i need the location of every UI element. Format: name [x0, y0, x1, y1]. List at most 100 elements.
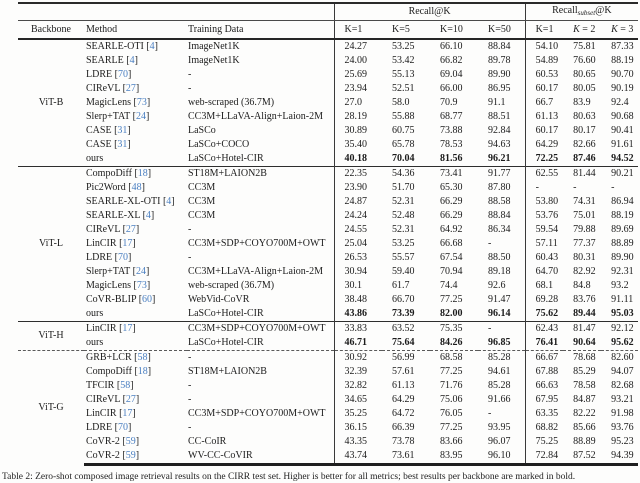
method-name: Pic2Word [86, 182, 126, 193]
method-cell: CASE [31] [84, 138, 187, 152]
recall-subset-value: 94.39 [601, 449, 639, 466]
recall-value: 78.53 [440, 139, 463, 150]
recall-value: 66.10 [440, 41, 463, 52]
method-cell: ours [84, 307, 187, 322]
citation-link[interactable]: [70] [112, 252, 132, 263]
citation-link[interactable]: [73] [131, 280, 151, 291]
citation-link[interactable]: [31] [111, 125, 131, 136]
method-cell: CompoDiff [18] [84, 365, 187, 379]
recall-value: 82.00 [440, 308, 463, 319]
column-header-backbone: Backbone [18, 20, 84, 40]
training-data-cell: LaSCo+COCO [188, 139, 250, 150]
citation-link[interactable]: [60] [136, 294, 156, 305]
recall-value: 53.42 [392, 55, 415, 66]
recall-subset-value: 75.25 [524, 435, 564, 449]
citation-link[interactable]: [58] [131, 352, 151, 363]
training-data-cell: CC3M+SDP+COYO700M+OWT [187, 321, 335, 336]
table-row: ours LaSCo+Hotel-CIR 46.71 75.64 84.26 96.85 7… [18, 336, 638, 351]
recall-value: 22.35 [333, 166, 383, 181]
method-name: ours [86, 153, 104, 164]
citation-link[interactable]: [59] [119, 450, 140, 461]
citation-link[interactable]: [31] [111, 139, 131, 150]
method-name: LDRE [86, 252, 113, 263]
recall-value: 66.39 [392, 422, 415, 433]
citation-link[interactable]: [27] [120, 83, 140, 94]
citation-link[interactable]: [17] [116, 323, 136, 334]
table-row: Slerp+TAT [24] CC3M+LLaVA-Align+Laion-2M 2… [18, 110, 638, 124]
recall-value: 88.51 [488, 111, 511, 122]
recall-subset-value: 62.55 [524, 166, 564, 181]
recall-subset-value: 61.13 [524, 110, 564, 124]
method-cell: LinCIR [17] [84, 321, 187, 336]
training-data-cell: web-scraped (36.7M) [188, 280, 275, 291]
citation-link[interactable]: [18] [131, 366, 152, 377]
recall-value: 68.77 [440, 111, 463, 122]
recall-subset-value: 80.63 [573, 111, 596, 122]
recall-value: 91.1 [488, 97, 506, 108]
recall-subset-value: 92.31 [611, 266, 634, 277]
table-row: LDRE [70] -25.69 55.13 69.04 89.90 60.53 80.65… [18, 68, 638, 82]
citation-link[interactable]: [27] [120, 224, 140, 235]
recall-subset-value: 85.29 [573, 366, 596, 377]
citation-link[interactable]: [18] [131, 168, 152, 179]
method-cell: CoVR-2 [59] [84, 435, 187, 449]
recall-subset-value: 88.89 [573, 436, 596, 447]
training-data-cell: - [188, 83, 192, 94]
method-name: CASE [86, 125, 112, 136]
recall-value: 64.29 [392, 394, 415, 405]
citation-link[interactable]: [70] [112, 69, 132, 80]
recall-subset-value: 93.2 [611, 280, 629, 291]
citation-link[interactable]: [4] [143, 41, 158, 52]
recall-subset-value: 93.21 [611, 394, 634, 405]
citation-link[interactable]: [4] [160, 196, 175, 207]
recall-value: 24.24 [333, 209, 383, 223]
citation-link[interactable]: [4] [123, 55, 138, 66]
recall-value: 71.76 [440, 380, 463, 391]
recall-subset-value: 76.41 [524, 336, 564, 351]
recall-subset-value: 63.35 [524, 407, 564, 421]
citation-link[interactable]: [48] [125, 182, 145, 193]
citation-link[interactable]: [4] [140, 210, 155, 221]
method-name: CoVR-BLIP [86, 294, 137, 305]
citation-link[interactable]: [24] [130, 111, 150, 122]
citation-link[interactable]: [24] [130, 266, 150, 277]
method-cell: CompoDiff [18] [84, 166, 187, 181]
citation-link[interactable]: [59] [119, 436, 140, 447]
method-cell: LDRE [70] [84, 421, 187, 435]
training-data-cell: WV-CC-CoVIR [187, 449, 335, 466]
subset-k2-var: K [573, 23, 580, 35]
recall-value: 33.83 [333, 321, 383, 336]
training-data-cell: ImageNet1K [188, 55, 240, 66]
recall-value: 94.63 [488, 139, 511, 150]
recall-value: 51.70 [392, 182, 415, 193]
recall-value: 27.0 [333, 96, 383, 110]
recall-value: - [478, 321, 526, 336]
recall-subset-value: 82.22 [573, 408, 596, 419]
recall-value: 89.78 [488, 55, 511, 66]
citation-link[interactable]: [73] [131, 97, 151, 108]
citation-link[interactable]: [70] [112, 422, 132, 433]
citation-link[interactable]: [58] [114, 380, 134, 391]
citation-link[interactable]: [17] [116, 408, 136, 419]
recall-subset-value: - [611, 182, 615, 193]
citation-link[interactable]: [27] [120, 394, 140, 405]
recall-subset-value: - [524, 181, 564, 195]
results-table-wrap: Recall@K Recallsubset@K Backbone Method … [18, 2, 639, 466]
recall-subset-value: 94.52 [611, 153, 634, 164]
recall-subset-subscript: subset [577, 9, 596, 17]
recall-value: 25.69 [333, 68, 383, 82]
recall-value: 66.82 [440, 55, 463, 66]
table-row: CoVR-2 [59] CC-CoIR 43.35 73.78 83.66 96.07 75… [18, 435, 638, 449]
method-cell: CIReVL [27] [84, 223, 187, 237]
method-cell: LinCIR [17] [84, 407, 187, 421]
method-name: CIReVL [86, 224, 121, 235]
citation-link[interactable]: [17] [116, 238, 136, 249]
table-row: ours LaSCo+Hotel-CIR 43.86 73.39 82.00 96.14 7… [18, 307, 638, 322]
recall-subset-value: 68.1 [524, 279, 564, 293]
method-name: LinCIR [86, 408, 117, 419]
recall-value: 61.7 [392, 280, 410, 291]
recall-value: 88.84 [488, 210, 511, 221]
table-row: CIReVL [27] -23.94 52.51 66.00 86.95 60.17 80.… [18, 82, 638, 96]
recall-subset-value: 86.94 [611, 196, 634, 207]
training-data-cell: LaSCo [188, 125, 216, 136]
